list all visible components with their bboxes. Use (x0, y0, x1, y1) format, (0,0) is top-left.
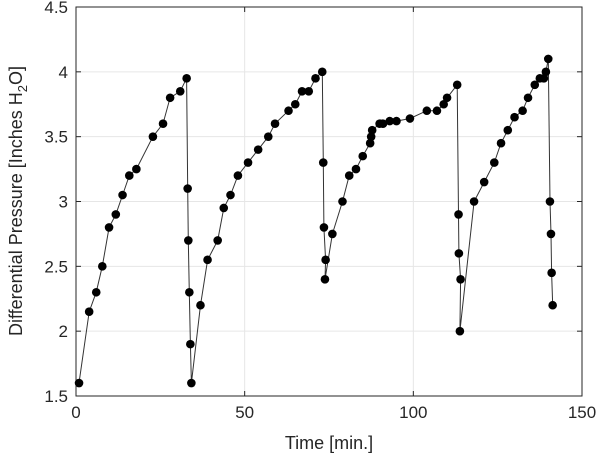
data-point (321, 255, 330, 265)
data-point (523, 93, 533, 103)
data-point (187, 378, 196, 388)
data-point (454, 210, 463, 219)
y-tick-label: 1.5 (44, 387, 68, 406)
data-point (318, 158, 328, 167)
data-point (196, 300, 205, 310)
data-point (104, 223, 114, 232)
data-point (432, 106, 442, 116)
data-point (503, 125, 513, 135)
x-tick-label: 0 (71, 403, 80, 422)
data-point (543, 54, 553, 64)
y-tick-label: 4 (59, 63, 68, 82)
axes: 0 50 100 150 1.5 2 2.5 3 3.5 4 4.5 (44, 0, 596, 422)
data-point (184, 236, 193, 245)
data-point (270, 119, 280, 128)
x-axis-label: Time [min.] (285, 433, 373, 453)
data-point (243, 158, 253, 167)
y-axis-label-prefix: Differential Pressure [Inches H (6, 92, 26, 336)
data-point (422, 106, 432, 116)
y-axis-label-subscript: 2 (15, 85, 30, 92)
data-point (366, 132, 376, 141)
data-point (548, 300, 557, 310)
data-point (385, 116, 395, 126)
data-point (442, 93, 452, 103)
y-tick-label: 4.5 (44, 0, 68, 17)
data-point (365, 138, 375, 148)
data-point (455, 326, 465, 336)
data-point (358, 151, 368, 161)
data-point (518, 106, 527, 116)
data-point (496, 138, 506, 148)
data-point (378, 119, 388, 128)
data-point (405, 114, 415, 123)
data-point (226, 190, 235, 200)
data-point (84, 307, 94, 317)
data-point (530, 80, 540, 90)
data-point (454, 249, 464, 258)
data-point (74, 378, 84, 388)
y-tick-label: 2.5 (44, 257, 68, 276)
y-axis-label: Differential Pressure [Inches H2O] (6, 66, 30, 336)
data-point (263, 132, 273, 141)
y-tick-label: 2 (59, 322, 68, 341)
data-point (547, 268, 556, 278)
grid-lines (75, 6, 583, 397)
data-series (74, 54, 557, 388)
data-point (456, 275, 465, 284)
data-point (311, 74, 320, 83)
data-point (253, 145, 263, 154)
data-point (489, 158, 499, 167)
y-tick-label: 3 (59, 193, 68, 212)
x-tick-label: 100 (399, 403, 427, 422)
data-point (510, 112, 519, 122)
data-point (338, 197, 347, 206)
data-point (452, 80, 462, 90)
data-point (351, 164, 361, 174)
data-point (545, 197, 555, 206)
data-point (439, 99, 448, 109)
x-tick-label: 150 (568, 403, 596, 422)
data-point (344, 171, 354, 180)
x-tick-label: 50 (235, 403, 254, 422)
y-tick-label: 3.5 (44, 128, 68, 147)
data-point (367, 125, 377, 135)
data-point (479, 177, 489, 187)
data-point (290, 99, 300, 109)
data-point (284, 106, 293, 116)
data-point (203, 255, 212, 265)
data-point (91, 287, 101, 297)
data-point (183, 184, 192, 193)
data-point (124, 171, 134, 180)
data-point (118, 190, 127, 200)
data-point (304, 86, 314, 96)
data-point (541, 67, 551, 77)
data-point (233, 171, 243, 180)
data-point (182, 74, 191, 83)
data-point (132, 164, 141, 174)
data-point (98, 262, 107, 271)
data-point (319, 223, 329, 232)
data-point (317, 67, 327, 77)
data-point (297, 86, 307, 96)
data-point (148, 132, 158, 141)
plot-box (75, 6, 583, 397)
data-point (469, 197, 479, 206)
data-point (165, 93, 175, 103)
data-point (175, 86, 185, 96)
data-point (539, 74, 549, 83)
data-point (185, 287, 194, 297)
data-point (320, 275, 330, 284)
data-point (111, 210, 121, 219)
data-point (328, 229, 337, 239)
data-point (158, 119, 168, 128)
data-point (186, 339, 195, 349)
series-line (78, 58, 554, 384)
data-point (213, 236, 222, 245)
data-point (546, 229, 556, 239)
data-point (219, 203, 229, 213)
y-axis-label-suffix: O] (6, 66, 26, 85)
data-point (392, 116, 401, 126)
